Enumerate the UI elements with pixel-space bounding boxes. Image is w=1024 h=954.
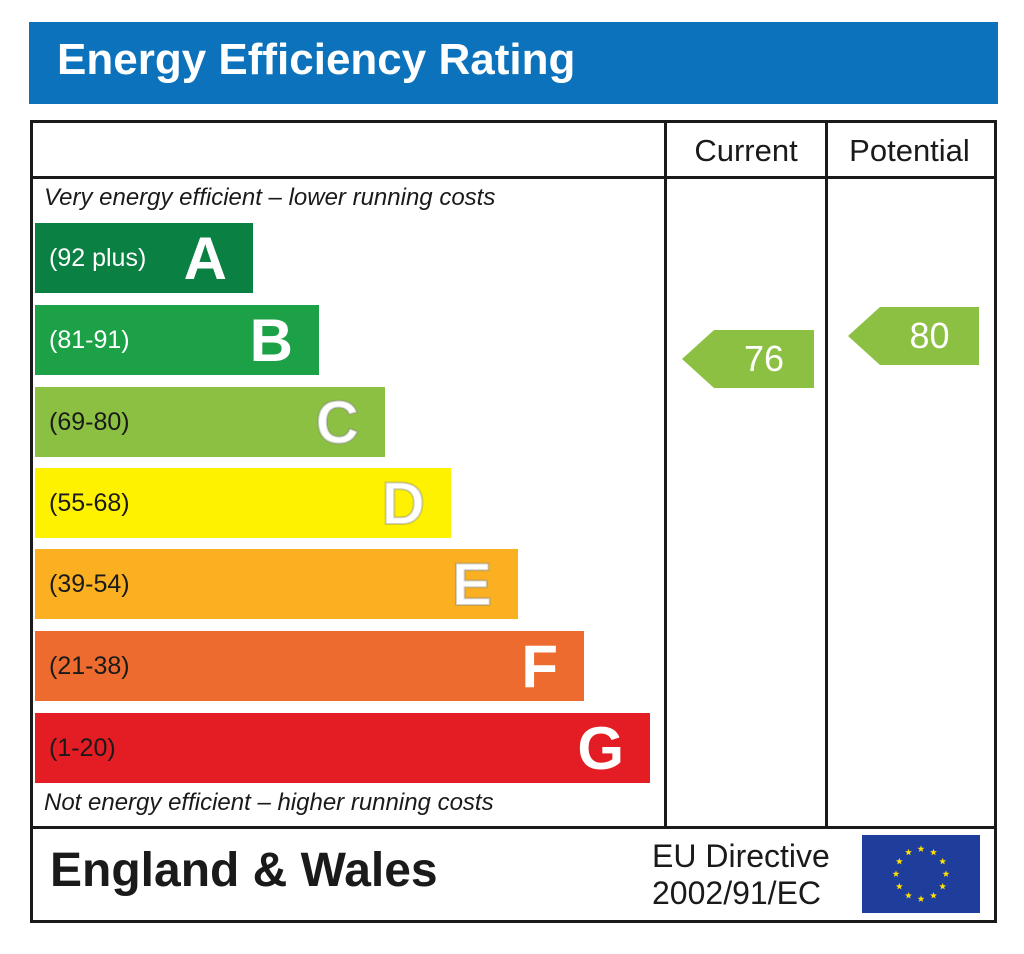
eu-star-icon bbox=[905, 848, 912, 856]
chart-title: Energy Efficiency Rating bbox=[57, 35, 576, 84]
band-g-range: (1-20) bbox=[49, 734, 116, 762]
rating-table-frame bbox=[30, 120, 997, 923]
eu-directive: EU Directive 2002/91/EC bbox=[652, 838, 852, 912]
band-c-letter: C bbox=[315, 388, 360, 457]
eu-star-icon bbox=[895, 857, 903, 865]
band-b: (81-91) B bbox=[35, 305, 319, 375]
footer-divider bbox=[33, 826, 994, 829]
band-d: (55-68) D bbox=[35, 468, 451, 538]
current-column-divider bbox=[664, 123, 667, 829]
eu-star-icon bbox=[930, 848, 937, 856]
eu-star-icon bbox=[930, 892, 937, 899]
band-a-letter: A bbox=[183, 225, 227, 292]
potential-rating-arrow-shape bbox=[848, 307, 979, 365]
directive-line-1: EU Directive bbox=[652, 838, 830, 874]
eu-star-icon bbox=[917, 895, 925, 902]
title-banner: Energy Efficiency Rating bbox=[29, 22, 998, 104]
potential-rating-arrow-value: 80 bbox=[909, 315, 950, 356]
header-divider bbox=[33, 176, 994, 179]
eu-flag-stars bbox=[892, 845, 950, 902]
eu-star-icon bbox=[939, 882, 947, 890]
band-g-letter: G bbox=[577, 715, 624, 782]
band-f-range: (21-38) bbox=[49, 652, 130, 680]
bottom-efficiency-note: Not energy efficient – higher running co… bbox=[44, 789, 494, 816]
potential-column-header: Potential bbox=[849, 133, 970, 168]
region-label: England & Wales bbox=[50, 844, 438, 897]
top-efficiency-note: Very energy efficient – lower running co… bbox=[44, 184, 496, 211]
current-rating-arrow-value: 76 bbox=[743, 338, 785, 379]
band-e: (39-54) E bbox=[35, 549, 518, 619]
eu-flag bbox=[862, 835, 980, 913]
band-e-letter: E bbox=[451, 550, 493, 619]
potential-rating-arrow: 80 bbox=[848, 307, 979, 365]
eu-star-icon bbox=[895, 882, 903, 890]
eu-star-icon bbox=[917, 845, 925, 852]
band-b-range: (81-91) bbox=[49, 326, 130, 354]
band-g: (1-20) G bbox=[35, 713, 650, 783]
band-c: (69-80) C bbox=[35, 387, 385, 457]
current-column-header: Current bbox=[694, 133, 798, 168]
band-c-range: (69-80) bbox=[49, 408, 130, 436]
potential-rating-arrow-polygon bbox=[848, 307, 979, 365]
potential-column-divider bbox=[825, 123, 828, 829]
band-d-range: (55-68) bbox=[49, 489, 130, 517]
band-f: (21-38) F bbox=[35, 631, 584, 701]
band-a-range: (92 plus) bbox=[49, 244, 147, 272]
band-e-range: (39-54) bbox=[49, 570, 130, 598]
eu-star-icon bbox=[939, 857, 947, 865]
current-rating-arrow: 76 bbox=[682, 330, 814, 388]
eu-star-icon bbox=[905, 892, 912, 899]
band-a: (92 plus) A bbox=[35, 223, 253, 293]
current-rating-arrow-shape bbox=[682, 330, 814, 388]
current-rating-arrow-polygon bbox=[682, 330, 814, 388]
band-f-letter: F bbox=[521, 633, 558, 700]
band-b-letter: B bbox=[249, 307, 293, 374]
directive-line-2: 2002/91/EC bbox=[652, 875, 822, 911]
eu-star-icon bbox=[892, 870, 900, 877]
eu-star-icon bbox=[942, 870, 950, 877]
band-d-letter: D bbox=[381, 469, 426, 538]
